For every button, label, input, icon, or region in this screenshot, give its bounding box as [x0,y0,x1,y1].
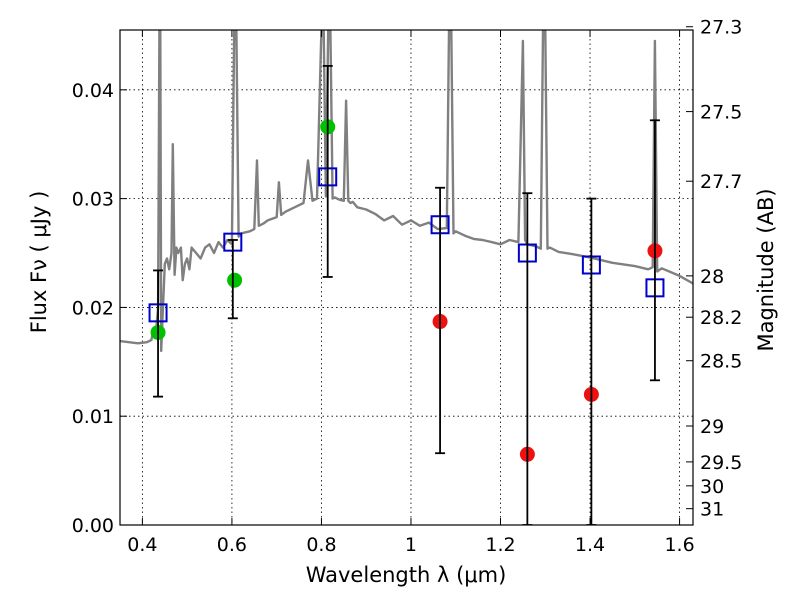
x-tick-label: 1 [405,534,417,556]
x-tick-label: 1.4 [575,534,605,556]
y-tick-label: 0.01 [72,406,114,428]
y-axis-label: Flux Fν ( μJy ) [27,191,51,334]
y2-tick-label: 27.3 [700,17,742,39]
y2-tick-label: 29 [700,416,724,438]
y2-axis-label: Magnitude (AB) [754,188,778,351]
data-layer [120,30,693,525]
y2-tick-label: 27.7 [700,171,742,193]
y2-tick-label: 29.5 [700,452,742,474]
observed-flux-point [227,272,243,288]
x-tick-label: 1.6 [664,534,694,556]
x-tick-label: 0.6 [217,534,247,556]
y-tick-label: 0.02 [72,297,114,319]
y2-tick-label: 30 [700,476,724,498]
y2-tick-label: 28.2 [700,307,742,329]
x-tick-label: 1.2 [485,534,515,556]
x-tick-label: 0.4 [127,534,157,556]
y-tick-label: 0.03 [72,189,114,211]
tick-marks [120,26,693,526]
tick-labels: 0.4 0.6 0.8 1 1.2 1.4 1.6 0.00 0.01 0.02 0.03 0.04 2… [72,17,743,556]
y-tick-label: 0.04 [72,80,114,102]
plot-background [120,30,693,525]
x-tick-label: 0.8 [306,534,336,556]
y-tick-label: 0.00 [72,515,114,537]
y2-tick-label: 28.5 [700,351,742,373]
plot-frame [119,29,694,526]
x-axis-label: Wavelength λ (μm) [306,563,507,587]
y2-tick-label: 28 [700,266,724,288]
y2-tick-label: 27.5 [700,102,742,124]
y2-tick-label: 31 [700,499,724,521]
